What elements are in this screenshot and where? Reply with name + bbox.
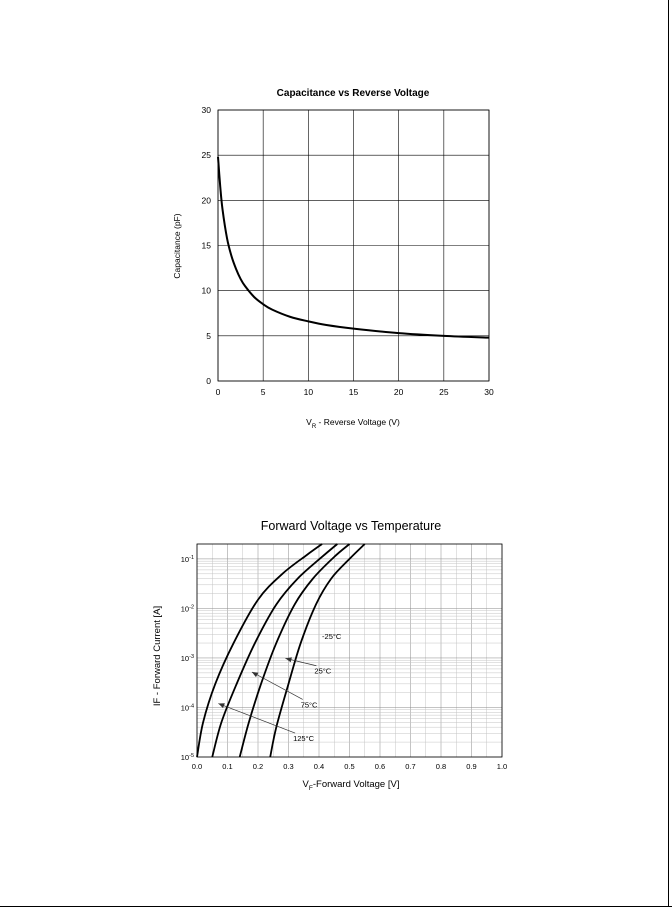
chart1-y-tick-label: 5: [206, 331, 211, 341]
chart2-x-tick-label: 0.5: [344, 762, 354, 771]
chart2-x-tick-label: 0.7: [405, 762, 415, 771]
chart2-series-line: [211, 543, 338, 758]
chart2-y-tick-base: 10: [181, 604, 189, 613]
chart2-annotation-arrow: [251, 671, 303, 700]
chart2-series-line: [269, 543, 366, 758]
chart2-y-tick-label: 10-1: [181, 555, 194, 564]
chart1-x-tick-label: 10: [304, 387, 314, 397]
chart2-x-tick-label: 0.6: [375, 762, 385, 771]
chart2-y-tick-exponent: -4: [189, 703, 194, 709]
chart2-annotation-arrow: [218, 703, 296, 734]
chart2-annotation-label: 25°C: [314, 667, 331, 676]
chart2-xlabel-main: V: [303, 779, 310, 790]
chart2-annotation-arrowhead: [251, 672, 259, 678]
chart1-x-tick-label: 5: [261, 387, 266, 397]
chart1-y-tick-label: 0: [206, 376, 211, 386]
chart2-y-tick-label: 10-5: [181, 753, 194, 762]
chart2-y-tick-base: 10: [181, 753, 189, 762]
chart2-x-tick-label: 0.1: [222, 762, 232, 771]
chart2-y-tick-base: 10: [181, 555, 189, 564]
chart2-x-tick-label: 0.9: [466, 762, 476, 771]
chart2-x-tick-label: 0.3: [283, 762, 293, 771]
chart2-series-line: [196, 543, 323, 758]
chart2-y-tick-base: 10: [181, 654, 189, 663]
chart2-y-tick-exponent: -2: [189, 604, 194, 610]
page-bottom-rule: [0, 906, 672, 907]
chart2-x-axis-label: VF-Forward Voltage [V]: [303, 779, 400, 792]
chart2-series-lines: [196, 543, 366, 758]
chart1-xlabel-sub: R: [312, 424, 317, 430]
chart2-y-tick-exponent: -1: [189, 555, 194, 561]
chart1-y-tick-label: 30: [202, 105, 212, 115]
chart2-xlabel-sub: F: [309, 785, 313, 792]
chart2-y-tick-labels: 10-510-410-310-210-1: [181, 555, 194, 762]
chart2-y-tick-label: 10-4: [181, 703, 194, 712]
chart1-y-tick-label: 10: [202, 286, 212, 296]
chart2-y-tick-exponent: -3: [189, 654, 194, 660]
chart1-x-axis-label: VR - Reverse Voltage (V): [306, 417, 400, 430]
forward-voltage-chart: Forward Voltage vs Temperature 0.0 0.1 0.2…: [152, 519, 507, 792]
chart2-x-tick-label: 0.8: [436, 762, 446, 771]
chart2-x-tick-label: 1.0: [497, 762, 507, 771]
chart2-x-tick-label: 0.0: [192, 762, 202, 771]
chart1-x-tick-label: 30: [484, 387, 494, 397]
chart2-x-tick-labels: 0.0 0.1 0.2 0.3 0.4 0.5 0.6 0.7 0.8 0.9 1.0: [192, 762, 507, 771]
chart1-xlabel-main: V: [306, 417, 312, 427]
chart2-x-tick-label: 0.2: [253, 762, 263, 771]
chart1-plot-frame: [217, 109, 490, 382]
chart1-title: Capacitance vs Reverse Voltage: [277, 88, 430, 99]
chart1-x-tick-label: 0: [216, 387, 221, 397]
chart1-y-tick-label: 20: [202, 195, 212, 205]
chart2-series-line: [238, 543, 351, 758]
chart2-title: Forward Voltage vs Temperature: [261, 519, 441, 533]
chart1-xlabel-rest: - Reverse Voltage (V): [316, 417, 400, 427]
chart2-annotation-label: 125°C: [293, 734, 315, 743]
chart1-x-tick-label: 20: [394, 387, 404, 397]
chart1-x-tick-label: 15: [349, 387, 359, 397]
chart2-grid: [196, 543, 503, 758]
chart2-y-tick-label: 10-3: [181, 654, 194, 663]
chart1-series-line: [217, 156, 490, 339]
chart2-y-tick-base: 10: [181, 703, 189, 712]
chart2-annotation-arrowhead: [218, 703, 225, 709]
chart2-y-axis-label: IF - Forward Current [A]: [152, 606, 163, 706]
chart1-y-tick-label: 15: [202, 241, 212, 251]
chart2-y-tick-exponent: -5: [189, 753, 194, 759]
chart2-y-tick-label: 10-2: [181, 604, 194, 613]
chart1-background: [166, 78, 502, 430]
chart1-x-tick-labels: 0 5 10 15 20 25 30: [216, 387, 494, 397]
chart1-y-tick-labels: 0 5 10 15 20 25 30: [202, 105, 212, 386]
page-right-rule: [668, 0, 669, 906]
chart2-x-tick-label: 0.4: [314, 762, 324, 771]
capacitance-chart: Capacitance vs Reverse Voltage 0 5 10 15 20 2…: [166, 78, 502, 430]
chart2-annotations: -25°C 25°C 75°C 125°C: [218, 632, 342, 743]
chart2-xlabel-rest: -Forward Voltage [V]: [313, 779, 400, 790]
chart1-y-tick-label: 25: [202, 150, 212, 160]
chart2-annotation-arrowhead: [285, 657, 292, 663]
chart1-y-axis-label: Capacitance (pF): [172, 213, 182, 278]
chart2-annotation-label: 75°C: [301, 700, 318, 709]
chart2-annotation-label: -25°C: [322, 632, 342, 641]
chart1-x-tick-label: 25: [439, 387, 449, 397]
